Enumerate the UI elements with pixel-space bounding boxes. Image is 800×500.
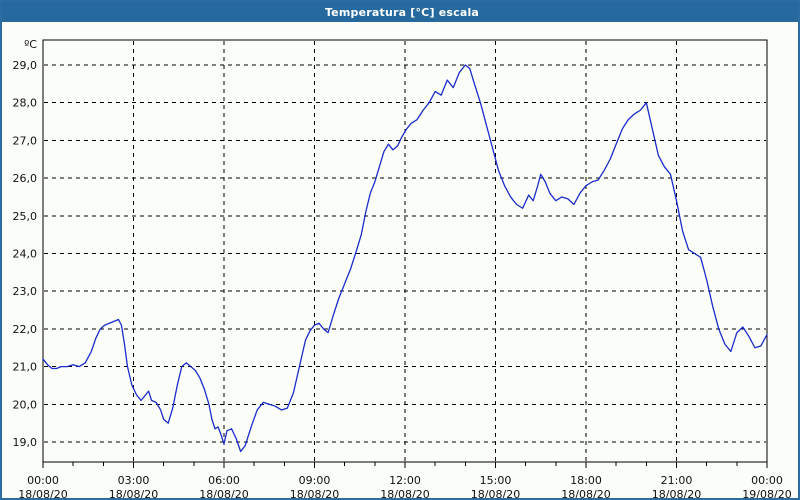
- x-axis-tick-date: 18/08/20: [561, 488, 610, 498]
- y-axis-unit-label: ºC: [24, 38, 37, 51]
- temperature-line-chart: 29,0 28,0 27,0 26,0 25,0 24,0 23,0 22,0 21,0 20,0…: [13, 38, 792, 498]
- y-axis-tick-label: 23,0: [13, 285, 38, 298]
- y-axis-tick-label: 28,0: [13, 97, 38, 110]
- y-axis-tick-label: 24,0: [13, 248, 38, 261]
- grid-lines: [44, 41, 766, 461]
- temperature-series-line: [42, 64, 768, 453]
- y-axis-tick-label: 20,0: [13, 398, 38, 411]
- x-axis-tick-date: 18/08/20: [199, 488, 248, 498]
- x-axis-tick-date: 18/08/20: [652, 488, 701, 498]
- x-axis-tick-date: 18/08/20: [471, 488, 520, 498]
- x-axis-tick-time: 00:00: [27, 474, 59, 487]
- y-axis-tick-label: 27,0: [13, 134, 38, 147]
- y-axis-tick-label: 22,0: [13, 323, 38, 336]
- x-axis-tick-time: 09:00: [299, 474, 331, 487]
- x-axis-tick-date: 18/08/20: [380, 488, 429, 498]
- x-axis-tick-time: 06:00: [208, 474, 240, 487]
- axis-lines: [42, 39, 768, 468]
- x-axis-tick-date: 18/08/20: [290, 488, 339, 498]
- window-title: Temperatura [°C] escala: [324, 5, 480, 19]
- x-axis-tick-time: 00:00: [751, 474, 783, 487]
- x-axis-tick-time: 12:00: [389, 474, 421, 487]
- y-axis-tick-label: 26,0: [13, 172, 38, 185]
- chart-canvas: 29,0 28,0 27,0 26,0 25,0 24,0 23,0 22,0 21,0 20,0…: [2, 22, 798, 498]
- y-axis-tick-label: 25,0: [13, 210, 38, 223]
- x-axis-tick-time: 15:00: [480, 474, 512, 487]
- x-axis-tick-date: 18/08/20: [18, 488, 67, 498]
- y-axis-tick-label: 29,0: [13, 59, 38, 72]
- y-axis-tick-label: 21,0: [13, 361, 38, 374]
- y-axis-tick-label: 19,0: [13, 436, 38, 449]
- y-axis-tick-labels: 29,0 28,0 27,0 26,0 25,0 24,0 23,0 22,0 21,0 20,0…: [13, 59, 38, 449]
- x-axis-tick-time: 03:00: [118, 474, 150, 487]
- x-axis-tick-labels: 00:0018/08/2003:0018/08/2006:0018/08/200…: [18, 474, 791, 498]
- x-axis-tick-time: 21:00: [661, 474, 693, 487]
- x-axis-tick-date: 18/08/20: [109, 488, 158, 498]
- window-titlebar: Temperatura [°C] escala: [2, 2, 798, 22]
- x-axis-tick-date: 19/08/20: [742, 488, 791, 498]
- x-axis-tick-time: 18:00: [570, 474, 602, 487]
